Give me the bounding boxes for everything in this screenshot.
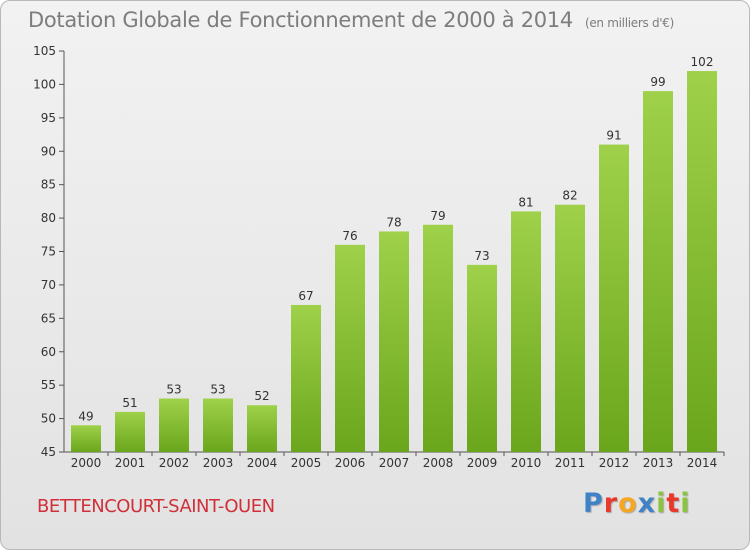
logo-letter: P: [583, 488, 604, 519]
x-tick-label: 2013: [643, 456, 674, 470]
bar: [643, 91, 673, 452]
y-tick-label: 70: [41, 278, 56, 292]
logo-letter: r: [603, 488, 619, 519]
x-tick-label: 2011: [555, 456, 586, 470]
logo-letter: i: [656, 488, 667, 519]
bar-value-label: 51: [122, 396, 137, 410]
y-tick-label: 105: [33, 44, 56, 58]
chart-value-labels: 49 51 53 53 52 67 76 78 79 73 81 82 91 99 102: [78, 55, 713, 423]
bar: [247, 405, 277, 452]
y-tick-label: 45: [41, 445, 56, 459]
bar-value-label: 53: [166, 383, 181, 397]
bar-value-label: 79: [430, 209, 445, 223]
proxiti-logo[interactable]: Proxiti: [583, 488, 691, 519]
bar-value-label: 102: [691, 55, 714, 69]
y-tick-label: 95: [41, 111, 56, 125]
y-tick-label: 50: [41, 412, 56, 426]
bar-value-label: 78: [386, 215, 401, 229]
bar: [423, 224, 453, 452]
x-tick-label: 2008: [423, 456, 454, 470]
bar-value-label: 53: [210, 383, 225, 397]
bar-value-label: 49: [78, 409, 93, 423]
y-tick-label: 65: [41, 311, 56, 325]
chart-unit-note: (en milliers d'€): [584, 16, 674, 30]
bar: [599, 144, 629, 453]
bar-value-label: 82: [562, 189, 577, 203]
bar: [71, 425, 101, 452]
bar: [467, 264, 497, 452]
logo-letter: t: [666, 488, 681, 519]
y-tick-label: 90: [41, 144, 56, 158]
y-tick-label: 55: [41, 378, 56, 392]
bar-value-label: 67: [298, 289, 313, 303]
bar-value-label: 81: [518, 195, 533, 209]
logo-letter: x: [637, 488, 657, 519]
bar: [687, 71, 717, 453]
bar: [115, 411, 145, 452]
bar: [555, 204, 585, 452]
x-tick-label: 2003: [203, 456, 234, 470]
x-tick-label: 2012: [599, 456, 630, 470]
bar-value-label: 99: [650, 75, 665, 89]
x-tick-label: 2014: [687, 456, 718, 470]
bar: [335, 244, 365, 452]
y-tick-label: 60: [41, 345, 56, 359]
commune-name: BETTENCOURT-SAINT-OUEN: [37, 496, 275, 517]
chart-title: Dotation Globale de Fonctionnement de 20…: [28, 8, 674, 32]
x-tick-label: 2005: [291, 456, 322, 470]
logo-letter: o: [618, 488, 638, 519]
logo-letter: i: [680, 488, 691, 519]
y-tick-label: 80: [41, 211, 56, 225]
x-tick-label: 2002: [159, 456, 190, 470]
y-tick-label: 85: [41, 178, 56, 192]
chart-bars: [71, 71, 717, 453]
bar: [379, 231, 409, 452]
bar: [291, 304, 321, 452]
x-tick-label: 2004: [247, 456, 278, 470]
x-tick-label: 2001: [115, 456, 146, 470]
chart-axes: 45 50 55 60 65 70 75 80 85 90 95 100 105 2000 2001 2002…: [33, 44, 725, 470]
x-tick-label: 2007: [379, 456, 410, 470]
x-tick-label: 2010: [511, 456, 542, 470]
bar-value-label: 76: [342, 229, 357, 243]
bar-value-label: 52: [254, 389, 269, 403]
x-tick-label: 2000: [71, 456, 102, 470]
y-tick-label: 100: [33, 77, 56, 91]
bar: [203, 398, 233, 452]
bar-value-label: 91: [606, 129, 621, 143]
bar: [159, 398, 189, 452]
y-tick-label: 75: [41, 245, 56, 259]
x-tick-label: 2009: [467, 456, 498, 470]
bar: [511, 211, 541, 452]
bar-value-label: 73: [474, 249, 489, 263]
chart-title-text: Dotation Globale de Fonctionnement de 20…: [28, 8, 573, 32]
x-tick-label: 2006: [335, 456, 366, 470]
